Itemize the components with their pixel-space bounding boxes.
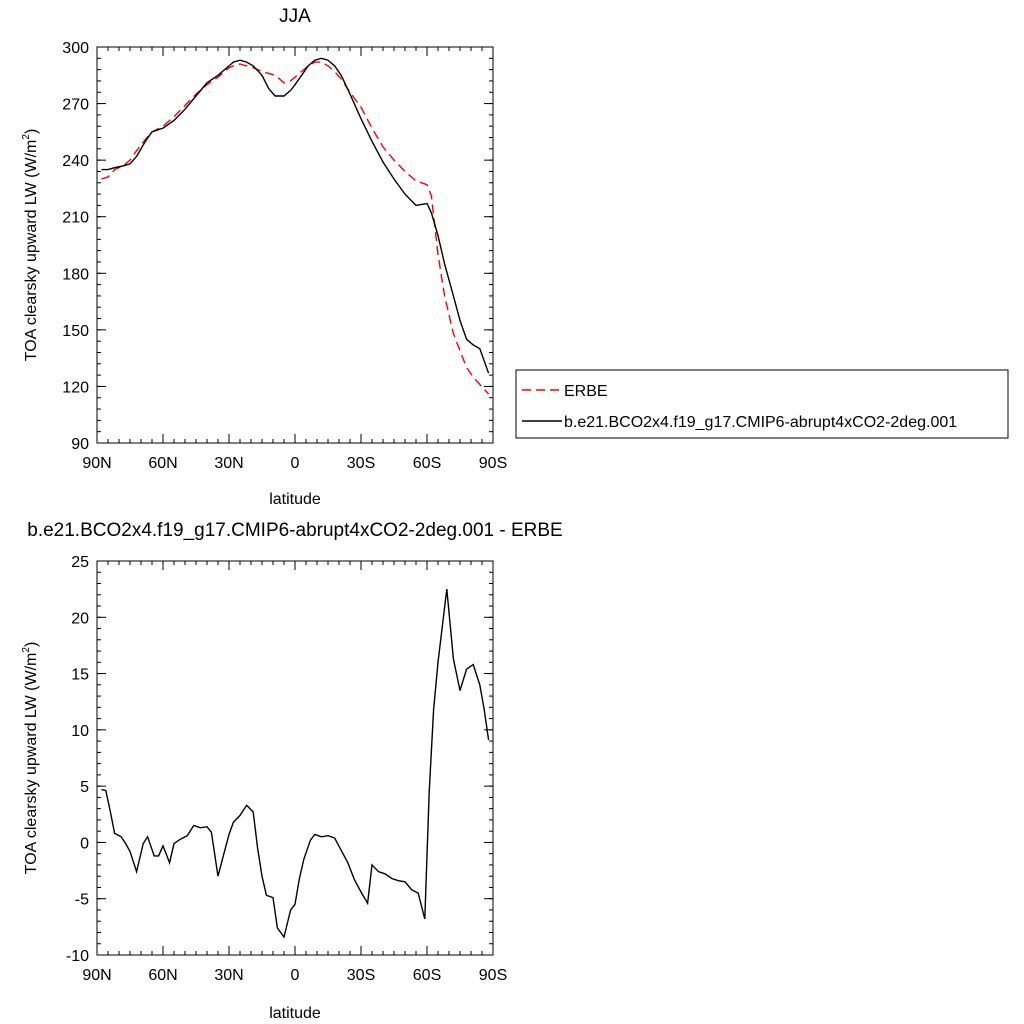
x-tick-label: 0	[291, 967, 300, 984]
x-tick-label: 90N	[82, 967, 111, 984]
y-axis-label: TOA clearsky upward LW (W/m2)	[21, 642, 40, 875]
legend-label-model: b.e21.BCO2x4.f19_g17.CMIP6-abrupt4xCO2-2…	[564, 414, 957, 431]
y-tick-label: 180	[62, 266, 89, 283]
x-tick-label: 90S	[479, 967, 507, 984]
bottom-chart-panel: b.e21.BCO2x4.f19_g17.CMIP6-abrupt4xCO2-2…	[21, 520, 563, 1022]
x-tick-label: 30S	[347, 455, 375, 472]
y-axis-label-superscript: 2	[21, 134, 32, 140]
legend-label-erbe: ERBE	[564, 383, 608, 400]
y-tick-label: 150	[62, 323, 89, 340]
y-axis-label-unit: (W/m	[23, 140, 40, 178]
x-tick-label: 60N	[148, 455, 177, 472]
y-tick-label: 10	[71, 723, 89, 740]
x-tick-label: 30N	[214, 967, 243, 984]
series-line-erbe	[101, 61, 490, 395]
plot-frame	[96, 560, 494, 956]
y-axis-label-text: TOA clearsky upward LW	[23, 178, 40, 361]
y-tick-label: -10	[66, 948, 89, 965]
x-tick-label: 0	[291, 455, 300, 472]
y-axis-label: TOA clearsky upward LW (W/m2)	[21, 129, 40, 362]
legend: ERBE b.e21.BCO2x4.f19_g17.CMIP6-abrupt4xC…	[515, 369, 1009, 439]
y-tick-label: 240	[62, 153, 89, 170]
x-tick-label: 90N	[82, 455, 111, 472]
y-axis-label-close: )	[23, 642, 40, 647]
y-tick-label: 120	[62, 379, 89, 396]
x-axis-label: latitude	[269, 491, 321, 508]
y-tick-label: 90	[71, 436, 89, 453]
x-tick-label: 60S	[413, 455, 441, 472]
series-line-difference	[101, 589, 490, 939]
y-axis-label-unit: (W/m	[23, 653, 40, 691]
x-tick-label: 90S	[479, 455, 507, 472]
y-tick-label: 300	[62, 40, 89, 57]
x-tick-label: 30N	[214, 455, 243, 472]
y-tick-label: 15	[71, 667, 89, 684]
y-tick-label: 0	[80, 835, 89, 852]
y-tick-label: -5	[75, 892, 89, 909]
chart-title: b.e21.BCO2x4.f19_g17.CMIP6-abrupt4xCO2-2…	[27, 520, 562, 541]
x-tick-label: 60N	[148, 967, 177, 984]
y-axis-label-superscript: 2	[21, 647, 32, 653]
x-tick-label: 60S	[413, 967, 441, 984]
y-tick-label: 210	[62, 210, 89, 227]
y-tick-label: 20	[71, 610, 89, 627]
chart-title: JJA	[279, 6, 311, 27]
y-axis-label-close: )	[23, 129, 40, 134]
y-tick-label: 25	[71, 554, 89, 571]
y-axis-label-text: TOA clearsky upward LW	[23, 691, 40, 874]
top-chart-panel: JJA 90N 60N 30N 0 30S 60S 90S 90 120 150 180 210 240 2…	[21, 6, 1009, 508]
y-tick-label: 5	[80, 779, 89, 796]
x-tick-label: 30S	[347, 967, 375, 984]
y-tick-label: 270	[62, 97, 89, 114]
series-line-model	[101, 57, 490, 374]
legend-box	[515, 369, 1009, 439]
plot-frame	[96, 46, 494, 444]
x-axis-label: latitude	[269, 1005, 321, 1022]
